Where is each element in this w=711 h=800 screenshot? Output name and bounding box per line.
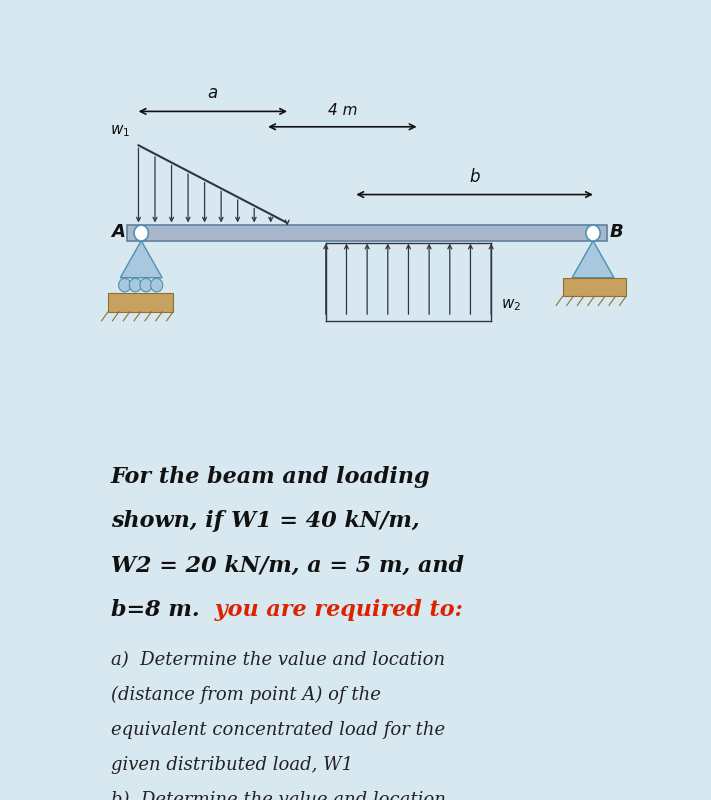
Circle shape — [151, 278, 163, 292]
Circle shape — [134, 225, 149, 241]
Text: you are required to:: you are required to: — [208, 598, 464, 621]
Text: $w_2$: $w_2$ — [501, 298, 521, 314]
Text: given distributed load, W1: given distributed load, W1 — [111, 756, 353, 774]
Text: a)  Determine the value and location: a) Determine the value and location — [111, 651, 445, 669]
Circle shape — [586, 225, 600, 241]
Text: 4 m: 4 m — [328, 103, 357, 118]
Text: B: B — [609, 223, 624, 241]
Circle shape — [119, 278, 131, 292]
Circle shape — [129, 278, 141, 292]
Text: equivalent concentrated load for the: equivalent concentrated load for the — [111, 722, 445, 739]
Text: For the beam and loading: For the beam and loading — [111, 466, 430, 488]
Polygon shape — [563, 278, 626, 296]
Circle shape — [140, 278, 152, 292]
Text: shown, if W1 = 40 kN/m,: shown, if W1 = 40 kN/m, — [111, 510, 419, 532]
Text: b)  Determine the value and location: b) Determine the value and location — [111, 791, 446, 800]
Text: W2 = 20 kN/m, a = 5 m, and: W2 = 20 kN/m, a = 5 m, and — [111, 554, 464, 576]
Polygon shape — [120, 241, 162, 278]
Polygon shape — [127, 226, 606, 241]
Polygon shape — [572, 241, 614, 278]
Text: b: b — [469, 168, 480, 186]
Text: A: A — [111, 223, 124, 241]
Text: $w_1$: $w_1$ — [110, 123, 130, 139]
Text: b=8 m.: b=8 m. — [111, 598, 200, 621]
Polygon shape — [108, 293, 173, 311]
Text: a: a — [208, 83, 218, 102]
Text: (distance from point A) of the: (distance from point A) of the — [111, 686, 381, 704]
FancyBboxPatch shape — [418, 749, 630, 794]
